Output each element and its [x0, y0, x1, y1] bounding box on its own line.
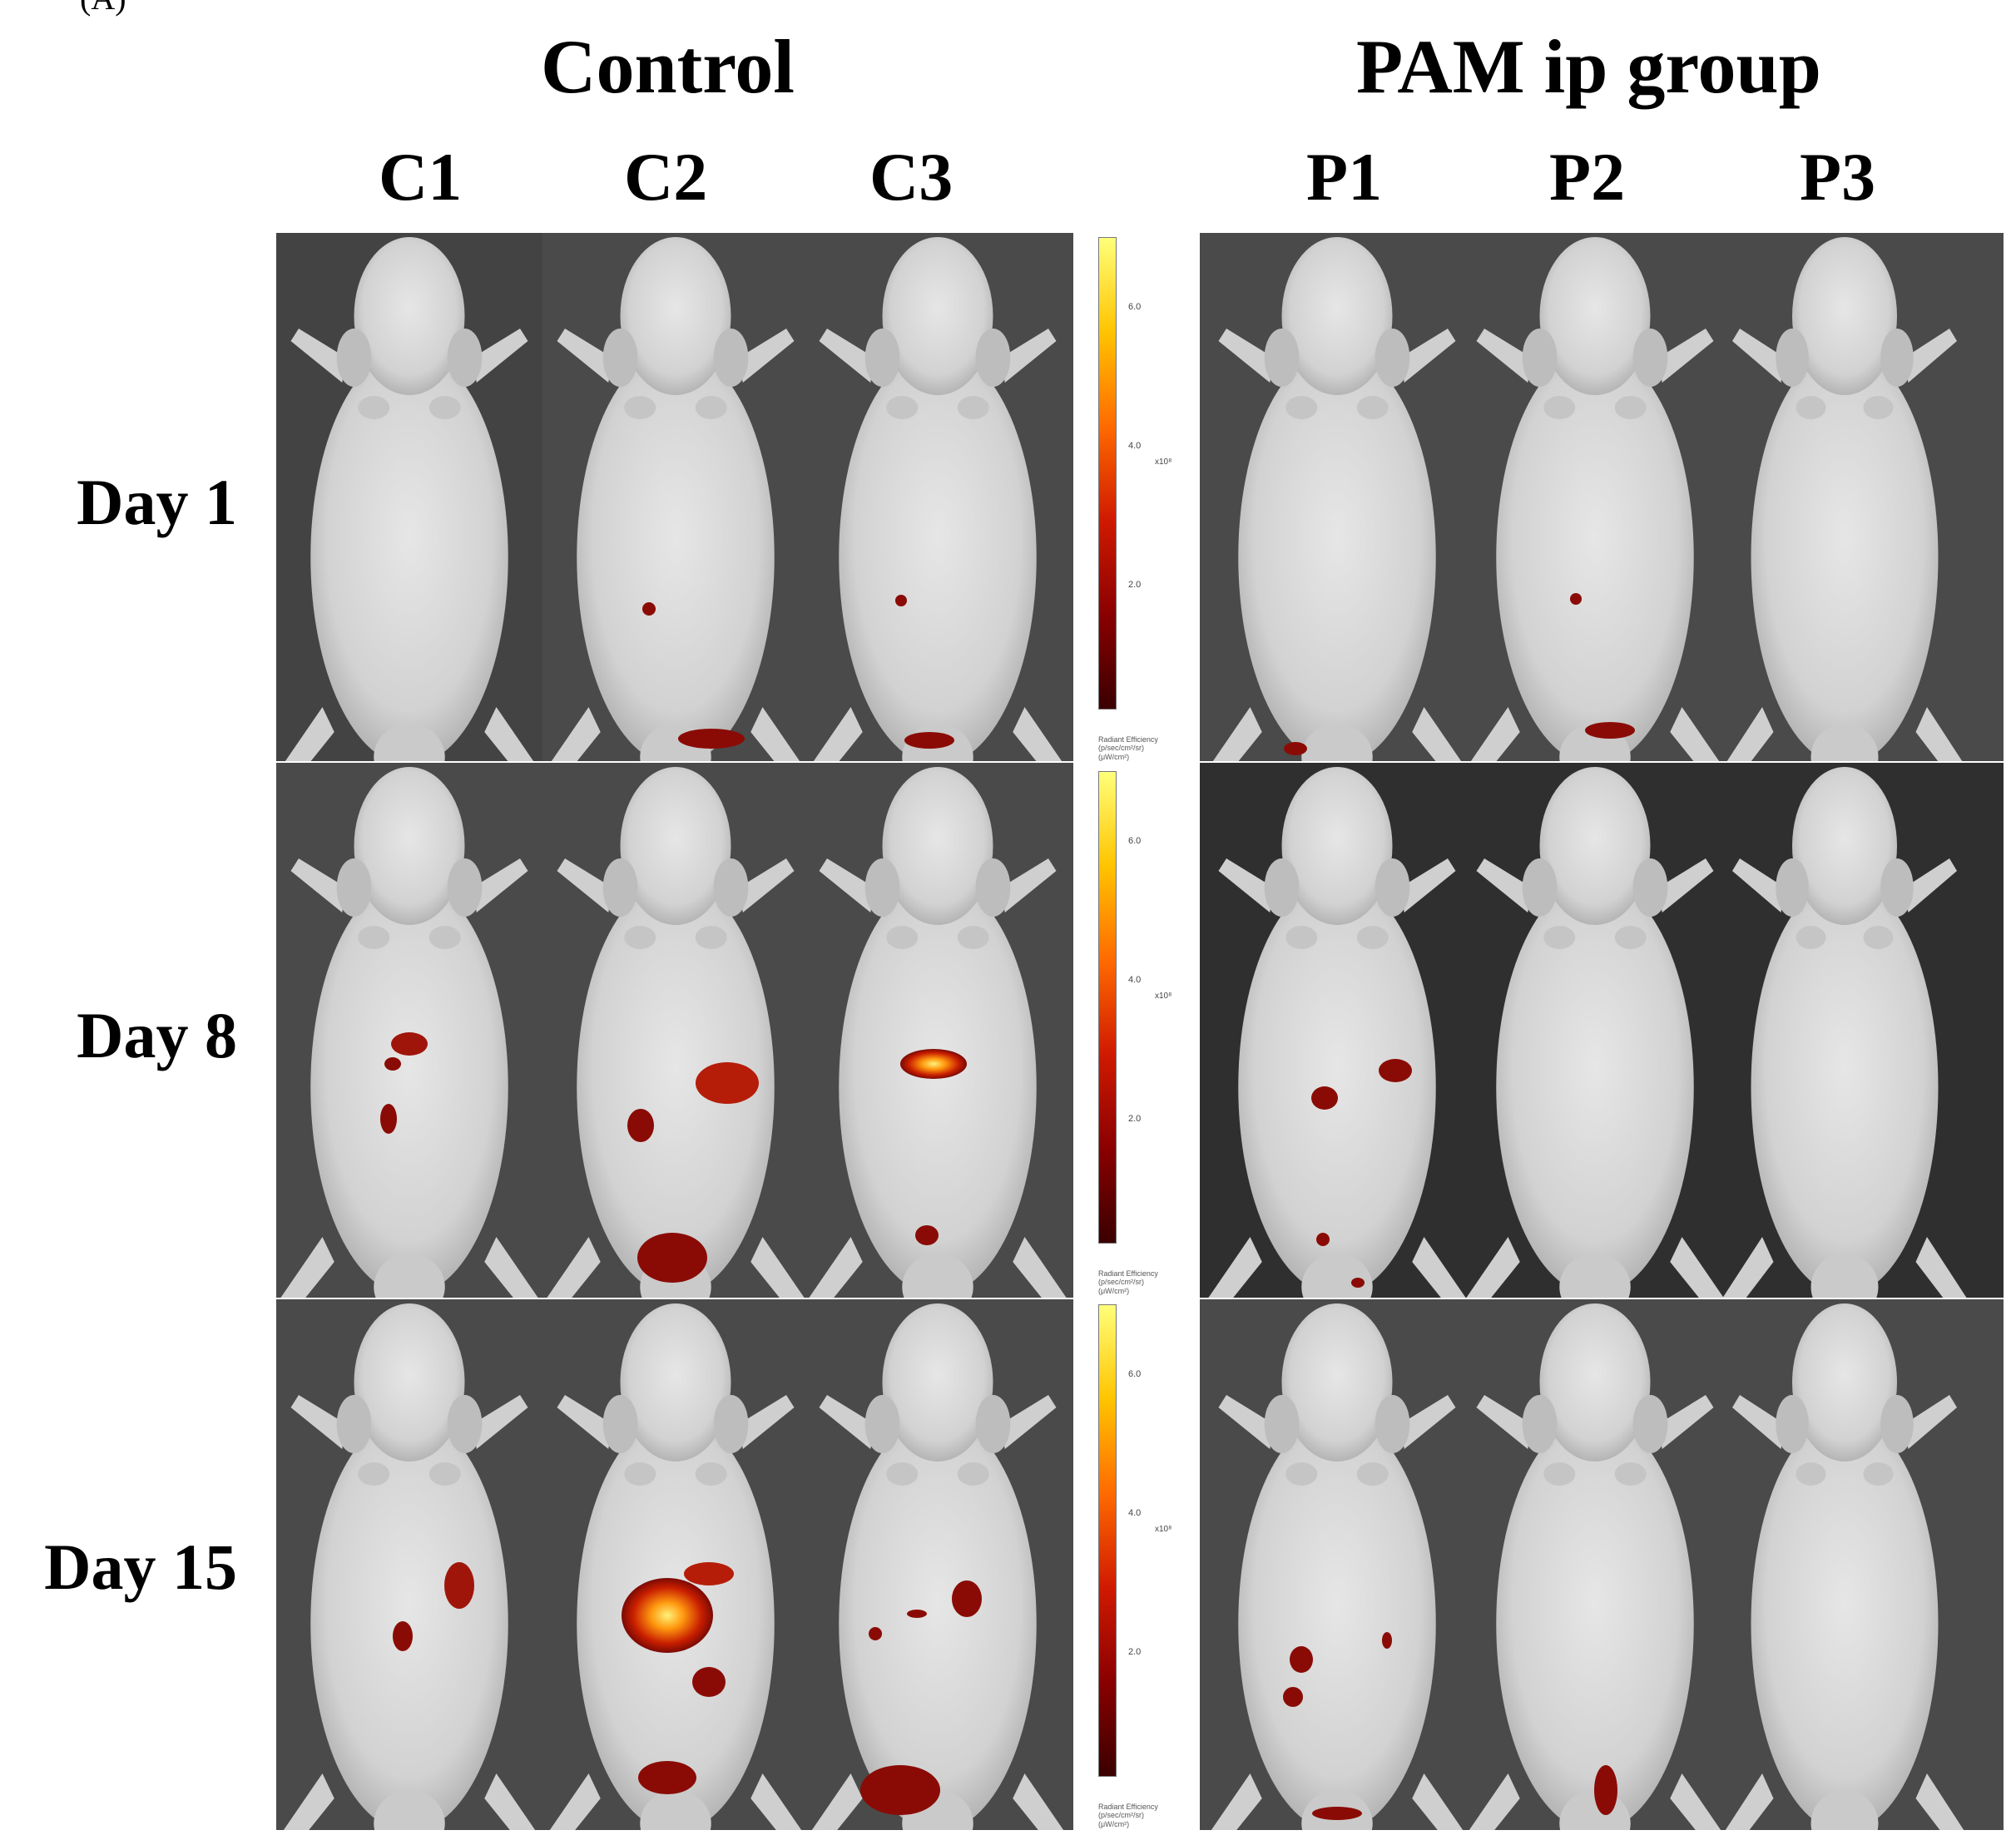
- row-label-day8: Day 8: [77, 999, 237, 1071]
- image-panel-pam-day1: [1200, 233, 2004, 761]
- colorbar-caption: Radiant Efficiency (p/sec/cm²/sr) (μW/cm…: [1098, 1802, 1158, 1828]
- colorbar-tick: 2.0: [1128, 580, 1142, 590]
- column-label-p2: P2: [1549, 139, 1626, 215]
- row-label-day15: Day 15: [44, 1531, 237, 1603]
- column-label-p3: P3: [1800, 139, 1876, 215]
- colorbar-gradient: [1098, 1304, 1117, 1777]
- colorbar-caption: Radiant Efficiency (p/sec/cm²/sr) (μW/cm…: [1098, 1269, 1158, 1295]
- panel-label: (A): [80, 0, 126, 15]
- image-panel-pam-day15: [1200, 1299, 2004, 1830]
- colorbar-tick: 6.0: [1128, 836, 1142, 846]
- colorbar-gradient: [1098, 237, 1117, 710]
- colorbar-day15: 6.0 4.0 x10⁸ 2.0 Radiant Efficiency (p/s…: [1098, 1304, 1198, 1828]
- image-panel-control-day15: [276, 1299, 1073, 1830]
- colorbar-tick: 4.0: [1128, 1508, 1142, 1518]
- colorbar-tick: 6.0: [1128, 302, 1142, 312]
- colorbar-tick: 2.0: [1128, 1114, 1142, 1124]
- colorbar-day8: 6.0 4.0 x10⁸ 2.0 Radiant Efficiency (p/s…: [1098, 771, 1198, 1295]
- group-title-pam: PAM ip group: [1356, 24, 1821, 109]
- row-label-day1: Day 1: [77, 466, 237, 538]
- colorbar-multiplier: x10⁸: [1155, 992, 1172, 1001]
- colorbar-gradient: [1098, 771, 1117, 1244]
- column-label-c1: C1: [379, 139, 463, 215]
- group-title-control: Control: [541, 24, 795, 109]
- colorbar-multiplier: x10⁸: [1155, 1525, 1172, 1534]
- colorbar-tick: 4.0: [1128, 975, 1142, 985]
- colorbar-caption: Radiant Efficiency (p/sec/cm²/sr) (μW/cm…: [1098, 735, 1158, 761]
- column-label-p1: P1: [1306, 139, 1383, 215]
- image-panel-control-day1: [276, 233, 1073, 761]
- image-panel-pam-day8: [1200, 763, 2004, 1298]
- column-label-c3: C3: [869, 139, 954, 215]
- column-label-c2: C2: [624, 139, 708, 215]
- colorbar-tick: 2.0: [1128, 1647, 1142, 1657]
- colorbar-multiplier: x10⁸: [1155, 458, 1172, 467]
- image-panel-control-day8: [276, 763, 1073, 1298]
- colorbar-tick: 4.0: [1128, 441, 1142, 451]
- colorbar-tick: 6.0: [1128, 1369, 1142, 1379]
- colorbar-day1: 6.0 4.0 x10⁸ 2.0 Radiant Efficiency (p/s…: [1098, 237, 1198, 761]
